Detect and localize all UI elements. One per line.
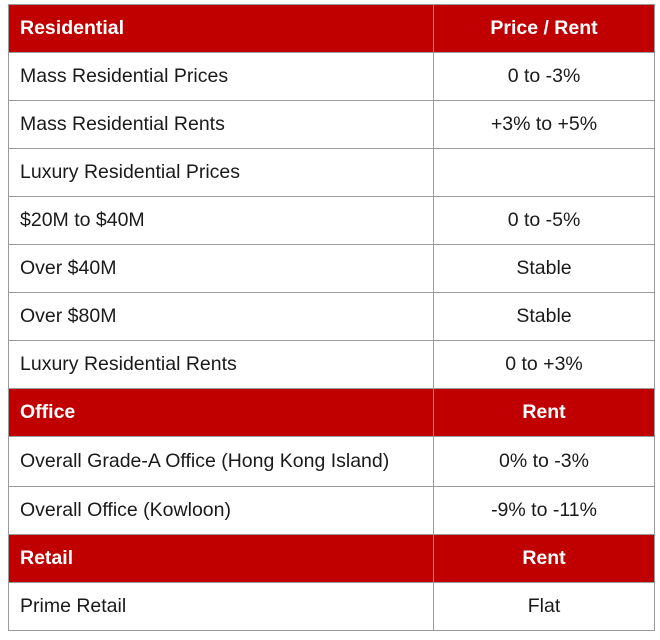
header-label: Residential: [8, 4, 434, 53]
row-label: Luxury Residential Prices: [8, 148, 434, 197]
row-value: Flat: [433, 582, 655, 631]
row-label: Over $40M: [8, 244, 434, 293]
section-header-office: Office Rent: [8, 388, 655, 437]
row-value: 0 to -3%: [433, 52, 655, 101]
table-row: Mass Residential Prices 0 to -3%: [8, 52, 655, 101]
row-value: [433, 148, 655, 197]
row-label: Over $80M: [8, 292, 434, 341]
row-value: 0% to -3%: [433, 436, 655, 487]
table-row: Prime Retail Flat: [8, 582, 655, 631]
row-value: +3% to +5%: [433, 100, 655, 149]
row-value: 0 to +3%: [433, 340, 655, 389]
table-row: Over $80M Stable: [8, 292, 655, 341]
header-value: Price / Rent: [433, 4, 655, 53]
row-label: Luxury Residential Rents: [8, 340, 434, 389]
table-row: $20M to $40M 0 to -5%: [8, 196, 655, 245]
row-value: -9% to -11%: [433, 486, 655, 535]
row-label: Prime Retail: [8, 582, 434, 631]
row-label: Mass Residential Prices: [8, 52, 434, 101]
table-row: Mass Residential Rents +3% to +5%: [8, 100, 655, 149]
row-value: Stable: [433, 244, 655, 293]
row-label: $20M to $40M: [8, 196, 434, 245]
table-row: Luxury Residential Rents 0 to +3%: [8, 340, 655, 389]
row-value: Stable: [433, 292, 655, 341]
section-header-residential: Residential Price / Rent: [8, 4, 655, 53]
row-label: Overall Office (Kowloon): [8, 486, 434, 535]
row-value: 0 to -5%: [433, 196, 655, 245]
section-header-retail: Retail Rent: [8, 534, 655, 583]
table-row: Overall Grade-A Office (Hong Kong Island…: [8, 436, 655, 487]
table-row: Luxury Residential Prices: [8, 148, 655, 197]
row-label: Overall Grade-A Office (Hong Kong Island…: [8, 436, 434, 487]
header-label: Retail: [8, 534, 434, 583]
header-value: Rent: [433, 534, 655, 583]
row-label: Mass Residential Rents: [8, 100, 434, 149]
table-row: Overall Office (Kowloon) -9% to -11%: [8, 486, 655, 535]
header-value: Rent: [433, 388, 655, 437]
header-label: Office: [8, 388, 434, 437]
table-row: Over $40M Stable: [8, 244, 655, 293]
forecast-table: Residential Price / Rent Mass Residentia…: [8, 4, 655, 631]
